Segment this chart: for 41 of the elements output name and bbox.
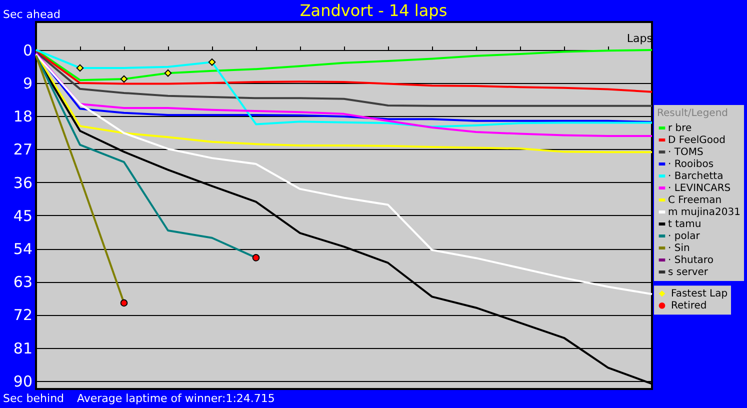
legend-label: C Freeman (668, 195, 722, 206)
legend-label: Retired (671, 300, 707, 312)
x-axis-title: Laps (626, 32, 653, 45)
legend-label: D FeelGood (668, 135, 726, 146)
legend-label: · LEVINCARS (668, 183, 731, 194)
y-tick-label: 18 (13, 108, 32, 126)
y-tick-label: 9 (22, 74, 32, 93)
y-tick-label: 27 (13, 140, 32, 159)
point (120, 75, 128, 83)
legend-label: · Rooibos (668, 159, 714, 170)
chart-title: Zandvort - 14 laps (300, 1, 448, 20)
legend-label: · Barchetta (668, 171, 724, 182)
point (164, 69, 172, 77)
text: Sec ahead (3, 8, 60, 21)
y-tick-label: 54 (13, 240, 32, 258)
text: Sec behind (3, 392, 64, 405)
legend-label: t tamu (668, 219, 702, 230)
legend-title: Result/Legend (657, 108, 728, 119)
legend-label: s server (668, 267, 709, 278)
line-series (35, 50, 653, 93)
legend-label: · TOMS (668, 147, 704, 158)
legend-label: Fastest Lap (671, 288, 728, 300)
y-tick-label: 72 (13, 306, 32, 324)
y-tick-label: 36 (13, 174, 32, 192)
y-tick-label: 0 (22, 41, 32, 60)
point (76, 64, 84, 72)
point (120, 299, 128, 307)
y-tick-label: 63 (13, 273, 32, 292)
y-tick-label: 45 (13, 206, 32, 225)
line-series (35, 51, 653, 107)
legend-label: m mujina2031 (668, 207, 740, 218)
point (208, 58, 216, 66)
line-series (35, 53, 653, 296)
legend-label: · Shutaro (668, 255, 714, 266)
text: Average laptime of winner:1:24.715 (77, 392, 275, 405)
point (252, 254, 260, 262)
legend-label: · Sin (668, 243, 690, 254)
legend-label: · polar (668, 231, 701, 242)
legend-label: r bre (668, 123, 692, 134)
y-tick-label: 90 (13, 372, 32, 390)
y-tick-label: 81 (13, 339, 32, 358)
